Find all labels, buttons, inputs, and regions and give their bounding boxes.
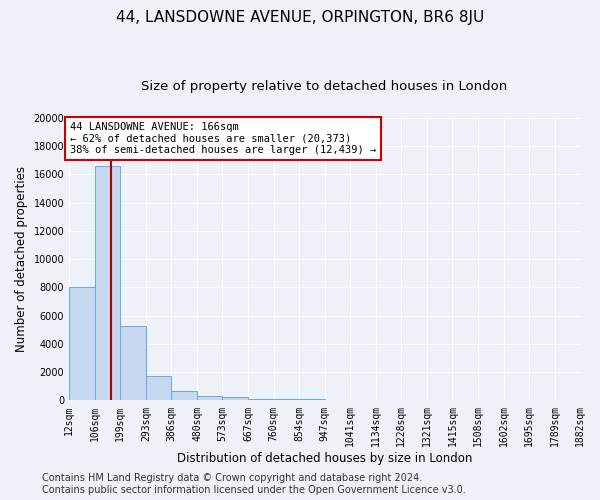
Bar: [95, 166, 120, 400]
Bar: [120, 326, 146, 400]
Text: 44, LANSDOWNE AVENUE, ORPINGTON, BR6 8JU: 44, LANSDOWNE AVENUE, ORPINGTON, BR6 8JU: [116, 10, 484, 25]
Bar: [172, 390, 197, 400]
Text: 44 LANSDOWNE AVENUE: 166sqm
← 62% of detached houses are smaller (20,373)
38% of: 44 LANSDOWNE AVENUE: 166sqm ← 62% of det…: [70, 122, 376, 155]
Bar: [223, 398, 248, 400]
Bar: [274, 399, 299, 400]
Text: Contains HM Land Registry data © Crown copyright and database right 2024.
Contai: Contains HM Land Registry data © Crown c…: [42, 474, 466, 495]
Bar: [248, 398, 274, 400]
Y-axis label: Number of detached properties: Number of detached properties: [15, 166, 28, 352]
Bar: [146, 376, 172, 400]
Bar: [197, 396, 223, 400]
Title: Size of property relative to detached houses in London: Size of property relative to detached ho…: [142, 80, 508, 93]
X-axis label: Distribution of detached houses by size in London: Distribution of detached houses by size …: [177, 452, 472, 465]
Bar: [69, 286, 95, 401]
